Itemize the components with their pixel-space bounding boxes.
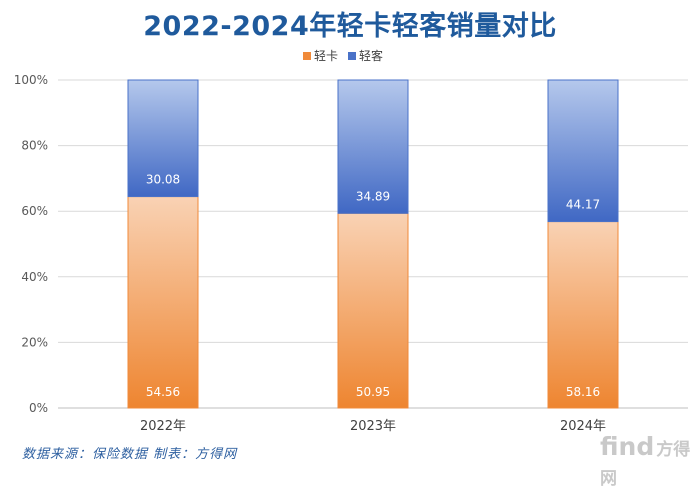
data-label: 44.17: [566, 198, 600, 212]
y-tick-label: 0%: [29, 401, 48, 415]
bar-segment: [127, 79, 199, 198]
data-source-note: 数据来源：保险数据 制表：方得网: [22, 447, 238, 462]
legend-label: 轻客: [359, 48, 383, 63]
bar-segment: [337, 212, 409, 409]
x-tick-label: 2023年: [350, 419, 396, 434]
data-label: 58.16: [566, 385, 600, 399]
x-tick-label: 2024年: [560, 419, 606, 434]
y-tick-label: 80%: [21, 139, 48, 153]
y-tick-label: 60%: [21, 204, 48, 218]
y-tick-label: 20%: [21, 335, 48, 349]
legend-label: 轻卡: [314, 49, 338, 63]
y-tick-label: 100%: [14, 73, 48, 87]
legend-swatch: [348, 52, 356, 60]
stacked-bar-chart: 0% 20% 40% 60% 80% 100% 54.56 30.08 2022年 50.95 3…: [14, 48, 688, 434]
data-label: 34.89: [356, 189, 390, 203]
chart-title: 2022-2024年轻卡轻客销量对比: [143, 11, 557, 42]
data-label: 50.95: [356, 385, 390, 399]
data-label: 54.56: [146, 385, 180, 399]
x-tick-label: 2022年: [140, 419, 186, 434]
bar-segment: [337, 79, 409, 214]
y-tick-label: 40%: [21, 270, 48, 284]
bar-segment: [547, 221, 619, 409]
bar-segment: [127, 196, 199, 409]
bar-segment: [547, 79, 619, 223]
data-label: 30.08: [146, 173, 180, 187]
watermark-logo: find 方得网: [600, 432, 691, 489]
legend-swatch: [303, 52, 311, 60]
